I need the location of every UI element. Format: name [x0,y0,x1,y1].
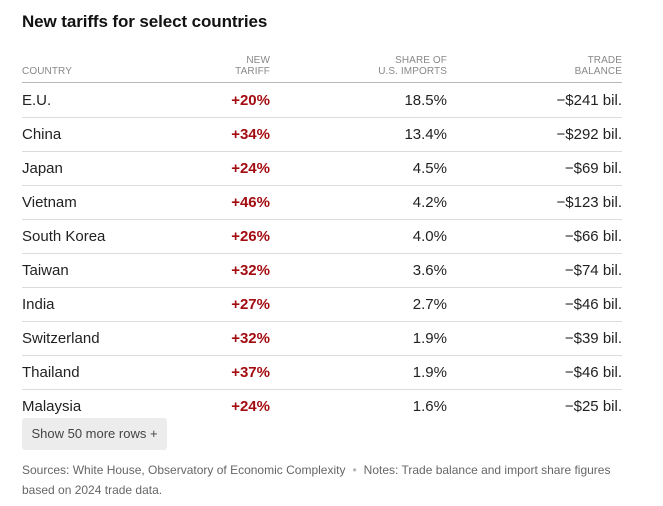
cell-country: Vietnam [22,194,77,211]
cell-share: 1.6% [412,398,447,415]
cell-balance: −$46 bil. [564,296,622,313]
cell-balance: −$123 bil. [556,194,622,211]
table-row: Taiwan +32% 3.6% −$74 bil. [22,254,622,288]
table-row: China +34% 13.4% −$292 bil. [22,118,622,152]
header-balance-line-2: BALANCE [574,66,622,77]
cell-balance: −$292 bil. [556,126,622,143]
header-trade-balance: TRADE BALANCE [532,55,622,77]
cell-country: South Korea [22,228,106,245]
cell-tariff: +20% [231,92,270,109]
table-header: COUNTRY NEW TARIFF SHARE OF U.S. IMPORTS… [22,54,622,83]
table-row: Switzerland +32% 1.9% −$39 bil. [22,322,622,356]
table-row: Malaysia +24% 1.6% −$25 bil. [22,390,622,423]
table-row: South Korea +26% 4.0% −$66 bil. [22,220,622,254]
table-row: India +27% 2.7% −$46 bil. [22,288,622,322]
show-more-rows-button[interactable]: Show 50 more rows + [22,418,167,450]
cell-share: 4.0% [412,228,447,245]
cell-share: 2.7% [412,296,447,313]
header-country: COUNTRY [22,66,72,77]
table-body: E.U. +20% 18.5% −$241 bil. China +34% 13.4% −$2… [22,84,622,423]
cell-tariff: +32% [231,262,270,279]
cell-balance: −$69 bil. [564,160,622,177]
cell-tariff: +34% [231,126,270,143]
cell-balance: −$74 bil. [564,262,622,279]
cell-tariff: +37% [231,364,270,381]
cell-country: China [22,126,62,143]
cell-share: 1.9% [412,364,447,381]
header-share-of-imports: SHARE OF U.S. IMPORTS [327,55,447,77]
cell-balance: −$66 bil. [564,228,622,245]
cell-country: E.U. [22,92,52,109]
cell-country: Malaysia [22,398,82,415]
sources-text: Sources: White House, Observatory of Eco… [22,463,346,477]
chart-title: New tariffs for select countries [22,12,268,31]
footer-notes: Sources: White House, Observatory of Eco… [22,460,632,500]
cell-share: 4.5% [412,160,447,177]
table-row: E.U. +20% 18.5% −$241 bil. [22,84,622,118]
table-row: Vietnam +46% 4.2% −$123 bil. [22,186,622,220]
cell-share: 13.4% [404,126,447,143]
header-country-line-1: COUNTRY [22,66,72,77]
cell-country: Japan [22,160,63,177]
cell-tariff: +26% [231,228,270,245]
cell-balance: −$39 bil. [564,330,622,347]
cell-tariff: +24% [231,160,270,177]
header-new-tariff: NEW TARIFF [190,55,270,77]
header-share-line-2: U.S. IMPORTS [378,66,447,77]
cell-country: Taiwan [22,262,69,279]
header-share-line-1: SHARE OF [395,55,447,66]
table-row: Thailand +37% 1.9% −$46 bil. [22,356,622,390]
table-row: Japan +24% 4.5% −$69 bil. [22,152,622,186]
cell-country: Switzerland [22,330,100,347]
cell-share: 18.5% [404,92,447,109]
cell-country: India [22,296,55,313]
cell-tariff: +46% [231,194,270,211]
header-balance-line-1: TRADE [587,55,622,66]
cell-share: 4.2% [412,194,447,211]
cell-tariff: +24% [231,398,270,415]
cell-balance: −$25 bil. [564,398,622,415]
cell-share: 3.6% [412,262,447,279]
separator-dot: • [352,463,357,477]
cell-share: 1.9% [412,330,447,347]
notes-text: Notes: Trade balance and import share fi… [22,463,611,497]
cell-tariff: +27% [231,296,270,313]
cell-tariff: +32% [231,330,270,347]
header-new-tariff-line-2: TARIFF [235,66,270,77]
cell-country: Thailand [22,364,80,381]
header-new-tariff-line-1: NEW [246,55,270,66]
cell-balance: −$46 bil. [564,364,622,381]
cell-balance: −$241 bil. [556,92,622,109]
